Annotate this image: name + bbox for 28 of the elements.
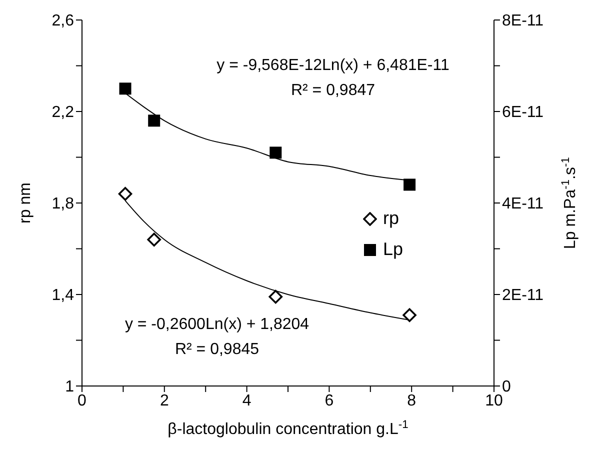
x-axis-title: β-lactoglobulin concentration g.L$^{-1}$ — [168, 419, 408, 438]
x-tick-label: 8 — [407, 392, 416, 410]
point — [147, 232, 161, 246]
annotation: R² = 0,9847 — [290, 82, 376, 100]
annotation: y = -9,568E-12Ln(x) + 6,481E-11 — [216, 57, 450, 75]
x-tick-label: 0 — [78, 392, 87, 410]
y-axis-title: rp nm — [17, 182, 34, 224]
y2-tick-label: 6E-11 — [502, 104, 544, 122]
annotation: R² = 0,9845 — [174, 341, 260, 359]
y-tick-label: 1,8 — [52, 196, 74, 213]
x-tick-label: 4 — [242, 392, 252, 410]
y-tick-label: 1,4 — [52, 287, 74, 304]
point — [118, 186, 132, 201]
legend-label: rp — [383, 208, 400, 229]
point — [268, 290, 283, 304]
point — [402, 308, 416, 322]
y2-tick-label: 8E-11 — [502, 12, 544, 30]
y-tick-label: 1 — [65, 378, 74, 396]
x-tick-label: 2 — [160, 392, 169, 410]
legend-label: Lp — [383, 239, 404, 260]
y2-tick-label: 0 — [502, 378, 511, 396]
x-tick-label: 10 — [485, 392, 503, 410]
y-tick-label: 2,2 — [52, 104, 74, 122]
x-tick-label: 6 — [324, 392, 334, 410]
y2-tick-label: 2E-11 — [502, 287, 544, 304]
y2-tick-label: 4E-11 — [502, 196, 544, 213]
y-tick-label: 2,6 — [52, 12, 74, 30]
annotation: y = -0,2600Ln(x) + 1,8204 — [124, 316, 310, 334]
